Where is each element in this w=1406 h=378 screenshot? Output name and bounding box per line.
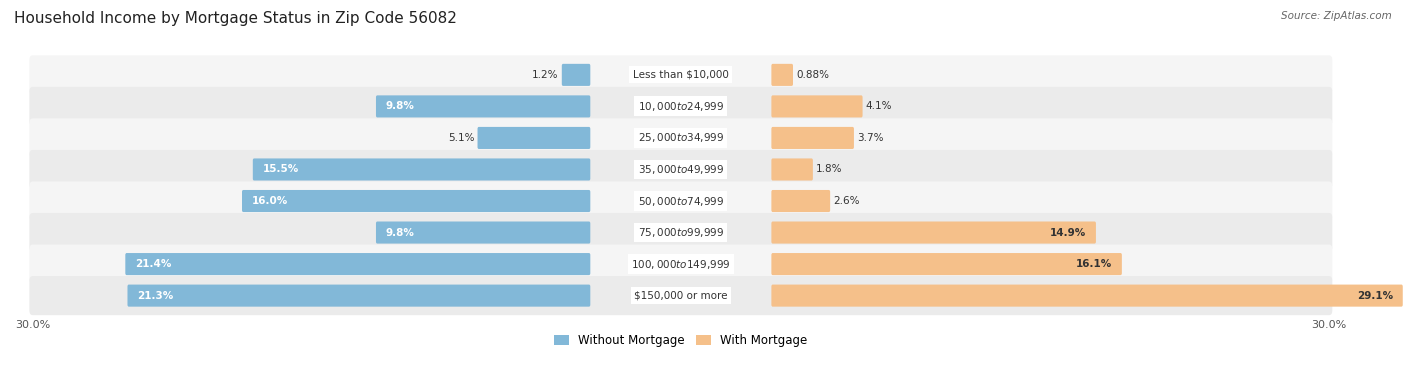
Text: 9.8%: 9.8% [385,101,415,112]
FancyBboxPatch shape [30,181,1333,220]
FancyBboxPatch shape [30,276,1333,315]
FancyBboxPatch shape [562,64,591,86]
Text: Household Income by Mortgage Status in Zip Code 56082: Household Income by Mortgage Status in Z… [14,11,457,26]
FancyBboxPatch shape [478,127,591,149]
Text: $75,000 to $99,999: $75,000 to $99,999 [638,226,724,239]
FancyBboxPatch shape [772,64,793,86]
Text: 16.1%: 16.1% [1076,259,1112,269]
FancyBboxPatch shape [242,190,591,212]
FancyBboxPatch shape [30,213,1333,252]
Text: $100,000 to $149,999: $100,000 to $149,999 [631,257,731,271]
Text: $50,000 to $74,999: $50,000 to $74,999 [638,195,724,208]
Text: $35,000 to $49,999: $35,000 to $49,999 [638,163,724,176]
FancyBboxPatch shape [30,55,1333,94]
Text: 14.9%: 14.9% [1050,228,1085,237]
Text: 16.0%: 16.0% [252,196,288,206]
FancyBboxPatch shape [375,222,591,243]
FancyBboxPatch shape [772,222,1095,243]
FancyBboxPatch shape [125,253,591,275]
Text: 9.8%: 9.8% [385,228,415,237]
FancyBboxPatch shape [772,190,830,212]
FancyBboxPatch shape [772,158,813,181]
Text: 29.1%: 29.1% [1357,291,1393,301]
Text: 4.1%: 4.1% [866,101,891,112]
FancyBboxPatch shape [772,127,853,149]
Text: 15.5%: 15.5% [263,164,299,175]
Text: 3.7%: 3.7% [856,133,883,143]
FancyBboxPatch shape [30,87,1333,126]
FancyBboxPatch shape [772,95,862,118]
Text: $150,000 or more: $150,000 or more [634,291,727,301]
FancyBboxPatch shape [30,150,1333,189]
FancyBboxPatch shape [375,95,591,118]
Text: 21.4%: 21.4% [135,259,172,269]
Text: $10,000 to $24,999: $10,000 to $24,999 [638,100,724,113]
FancyBboxPatch shape [128,285,591,307]
Text: Less than $10,000: Less than $10,000 [633,70,728,80]
FancyBboxPatch shape [772,253,1122,275]
Text: 1.2%: 1.2% [533,70,558,80]
Text: 5.1%: 5.1% [449,133,474,143]
FancyBboxPatch shape [30,245,1333,284]
Legend: Without Mortgage, With Mortgage: Without Mortgage, With Mortgage [550,329,813,352]
Text: $25,000 to $34,999: $25,000 to $34,999 [638,132,724,144]
FancyBboxPatch shape [253,158,591,181]
FancyBboxPatch shape [30,118,1333,158]
Text: 2.6%: 2.6% [834,196,859,206]
Text: 21.3%: 21.3% [138,291,174,301]
FancyBboxPatch shape [772,285,1403,307]
Text: 0.88%: 0.88% [796,70,830,80]
Text: 1.8%: 1.8% [815,164,842,175]
Text: Source: ZipAtlas.com: Source: ZipAtlas.com [1281,11,1392,21]
